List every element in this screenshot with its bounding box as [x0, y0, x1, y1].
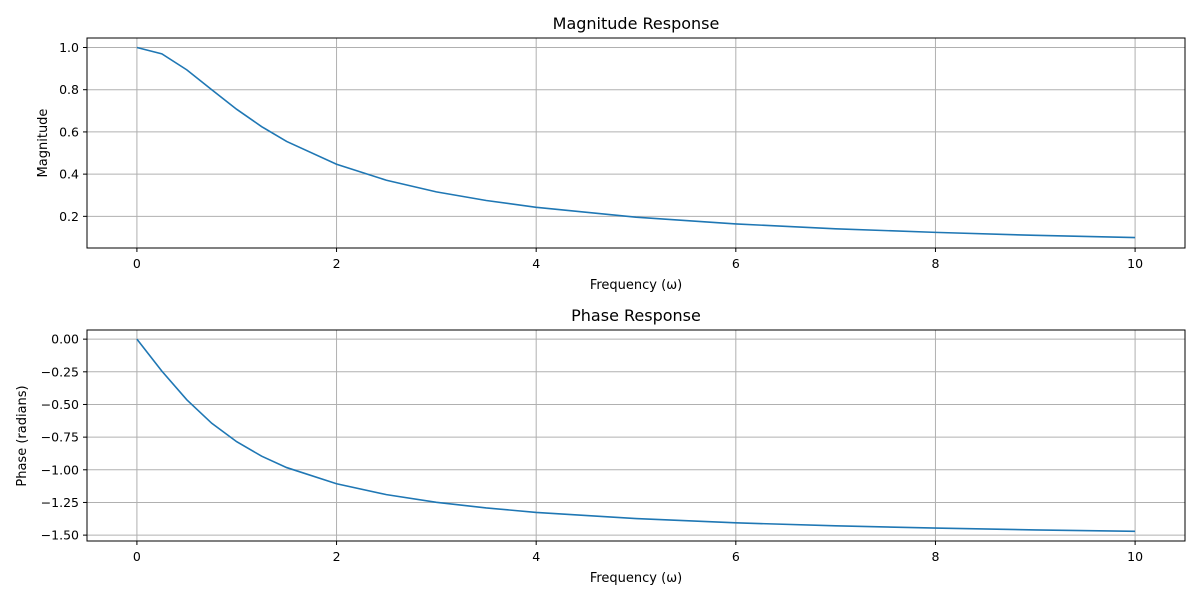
- magnitude-x-tick-label: 2: [333, 256, 341, 271]
- phase-subplot: Phase Response Frequency (ω) Phase (radi…: [15, 306, 1186, 586]
- magnitude-x-tick-label: 4: [532, 256, 540, 271]
- magnitude-x-tick-label: 6: [732, 256, 740, 271]
- phase-x-axis-label: Frequency (ω): [590, 571, 682, 586]
- phase-chart-title: Phase Response: [571, 306, 701, 325]
- phase-x-tick-label: 8: [931, 549, 939, 564]
- phase-y-tick-label: −0.25: [41, 364, 79, 379]
- phase-series-line: [136, 338, 1136, 533]
- magnitude-x-tick-label: 10: [1127, 256, 1143, 271]
- phase-y-tick-label: −0.75: [41, 430, 79, 445]
- magnitude-subplot: Magnitude Response Frequency (ω) Magnitu…: [36, 14, 1186, 293]
- magnitude-y-tick-label: 1.0: [59, 40, 79, 55]
- phase-y-tick-label: −0.50: [41, 397, 79, 412]
- magnitude-series-line: [136, 46, 1136, 239]
- magnitude-chart-title: Magnitude Response: [553, 14, 720, 33]
- phase-y-tick-label: −1.00: [41, 462, 79, 477]
- magnitude-x-tick-label: 0: [133, 256, 141, 271]
- magnitude-x-tick-label: 8: [931, 256, 939, 271]
- magnitude-y-tick-label: 0.4: [59, 167, 79, 182]
- magnitude-x-axis-label: Frequency (ω): [590, 278, 682, 293]
- phase-x-tick-label: 4: [532, 549, 540, 564]
- phase-x-tick-label: 10: [1127, 549, 1143, 564]
- phase-y-tick-label: −1.50: [41, 528, 79, 543]
- magnitude-y-tick-label: 0.8: [59, 82, 79, 97]
- magnitude-y-tick-label: 0.2: [59, 209, 79, 224]
- magnitude-y-tick-label: 0.6: [59, 124, 79, 139]
- magnitude-axes-frame: [86, 37, 1186, 249]
- phase-y-tick-label: 0.00: [51, 332, 79, 347]
- magnitude-y-axis-label: Magnitude: [36, 109, 51, 178]
- phase-x-tick-label: 6: [732, 549, 740, 564]
- phase-y-axis-label: Phase (radians): [15, 385, 30, 486]
- phase-y-tick-label: −1.25: [41, 495, 79, 510]
- phase-x-tick-label: 0: [133, 549, 141, 564]
- phase-x-tick-label: 2: [333, 549, 341, 564]
- phase-axes-frame: [86, 329, 1186, 542]
